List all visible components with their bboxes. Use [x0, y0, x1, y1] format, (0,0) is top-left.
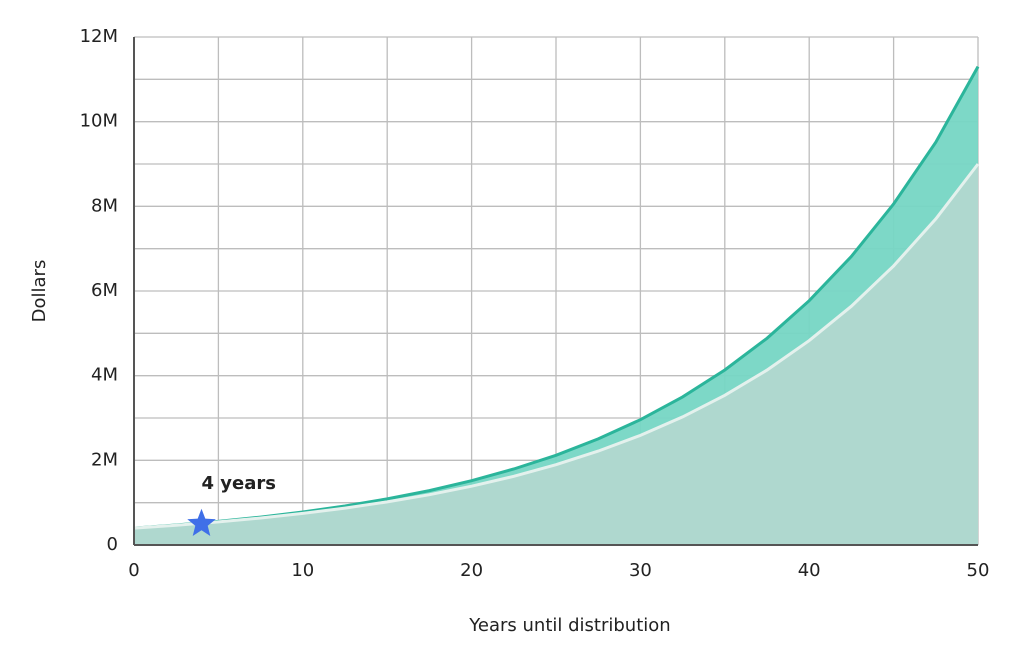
y-tick-label: 4M — [91, 365, 118, 386]
y-tick-label: 8M — [91, 195, 118, 216]
y-axis-title: Dollars — [29, 260, 50, 323]
y-tick-label: 6M — [91, 280, 118, 301]
x-axis-title: Years until distribution — [468, 615, 670, 636]
x-tick-label: 30 — [629, 560, 652, 581]
x-tick-label: 0 — [128, 560, 139, 581]
x-tick-label: 10 — [291, 560, 314, 581]
annotation: 4 years — [202, 473, 276, 494]
y-tick-label: 2M — [91, 449, 118, 470]
y-tick-label: 0 — [107, 534, 118, 555]
y-tick-label: 12M — [80, 26, 118, 47]
y-tick-label: 10M — [80, 111, 118, 132]
line — [133, 163, 980, 530]
x-tick-label: 40 — [798, 560, 821, 581]
x-tick-label: 20 — [460, 560, 483, 581]
area — [134, 164, 978, 545]
star-marker — [187, 508, 216, 536]
x-tick-label: 50 — [967, 560, 990, 581]
plot — [133, 65, 980, 545]
